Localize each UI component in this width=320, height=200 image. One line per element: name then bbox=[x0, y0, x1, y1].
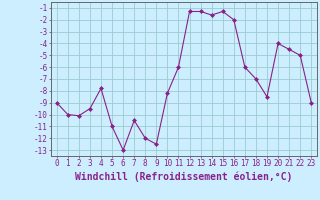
X-axis label: Windchill (Refroidissement éolien,°C): Windchill (Refroidissement éolien,°C) bbox=[75, 171, 293, 182]
